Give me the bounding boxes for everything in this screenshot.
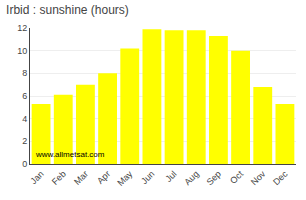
- svg-text:Aug: Aug: [182, 169, 200, 187]
- svg-text:Jul: Jul: [163, 169, 178, 184]
- svg-text:12: 12: [17, 23, 27, 33]
- svg-text:0: 0: [22, 159, 27, 169]
- svg-text:10: 10: [17, 46, 27, 56]
- svg-text:Feb: Feb: [50, 169, 68, 187]
- svg-text:www.allmetsat.com: www.allmetsat.com: [35, 150, 105, 159]
- svg-text:Nov: Nov: [249, 168, 268, 187]
- svg-text:Irbid : sunshine (hours): Irbid : sunshine (hours): [6, 3, 129, 17]
- svg-text:May: May: [115, 168, 134, 187]
- svg-text:8: 8: [22, 68, 27, 78]
- svg-text:Oct: Oct: [228, 168, 245, 185]
- svg-text:Dec: Dec: [271, 168, 290, 187]
- svg-text:Mar: Mar: [72, 169, 90, 187]
- svg-text:Apr: Apr: [95, 169, 112, 186]
- svg-text:2: 2: [22, 136, 27, 146]
- svg-text:4: 4: [22, 114, 27, 124]
- svg-text:Jun: Jun: [139, 169, 156, 186]
- svg-text:Sep: Sep: [205, 169, 223, 187]
- svg-text:Jan: Jan: [28, 169, 45, 186]
- svg-text:6: 6: [22, 91, 27, 101]
